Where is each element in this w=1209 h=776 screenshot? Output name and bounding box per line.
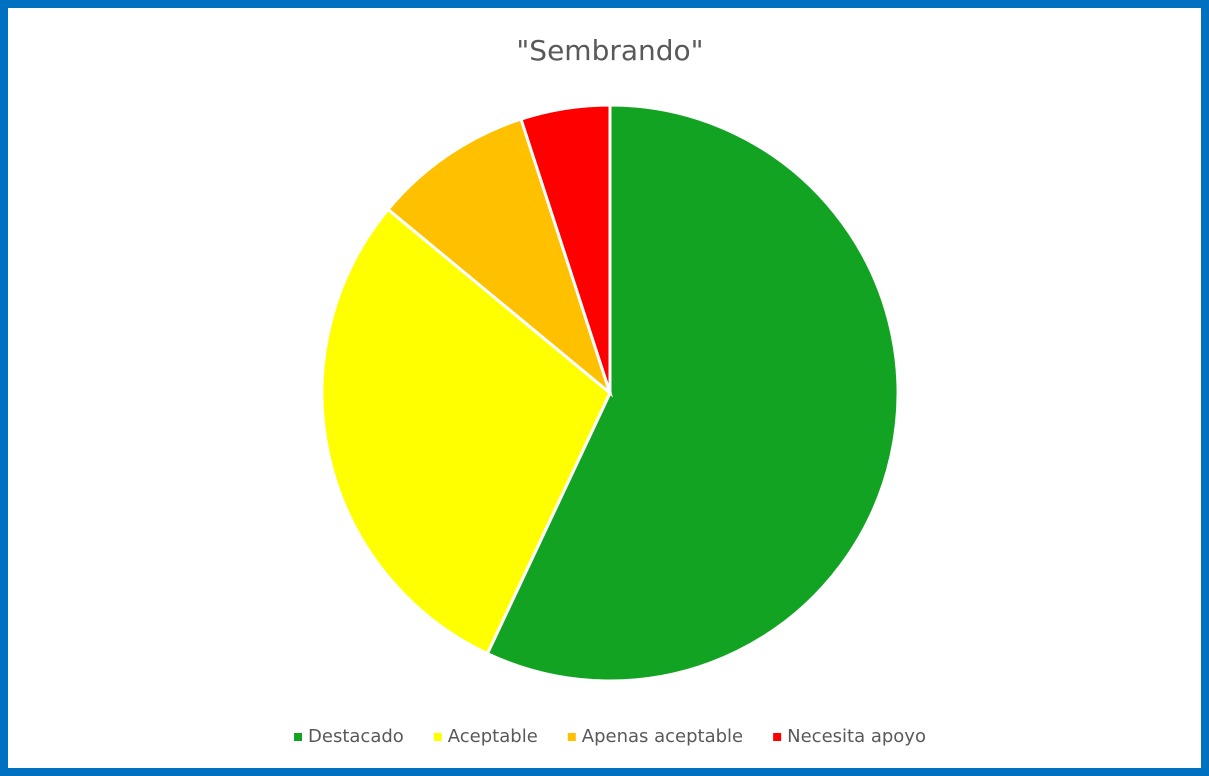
chart-title: "Sembrando" [516,34,703,67]
legend-label: Necesita apoyo [787,726,926,747]
legend-swatch [294,733,303,741]
legend-label: Apenas aceptable [582,726,743,747]
legend-swatch [433,733,442,741]
pie-slice [485,103,900,683]
legend-swatch [567,733,576,741]
legend-label: Aceptable [448,726,538,747]
legend-label: Destacado [308,726,404,747]
pie-slice [320,207,612,656]
pie-slice [385,117,614,398]
pie-slice [519,103,612,394]
legend-swatch [773,733,782,741]
